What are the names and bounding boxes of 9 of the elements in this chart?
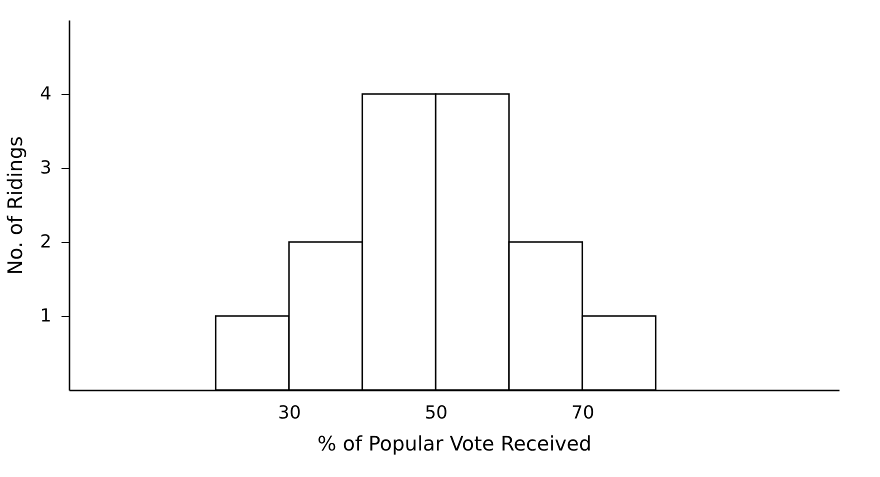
y-tick-label: 4 [40, 84, 52, 104]
x-tick-label: 30 [278, 402, 301, 424]
x-tick-label: 50 [424, 402, 448, 424]
y-tick-label: 3 [40, 158, 52, 178]
x-axis-title: % of Popular Vote Received [317, 432, 592, 456]
y-tick-label: 2 [40, 232, 52, 252]
x-tick-label: 70 [571, 402, 594, 424]
y-axis-title: No. of Ridings [3, 136, 28, 275]
y-tick-label: 1 [40, 306, 52, 326]
